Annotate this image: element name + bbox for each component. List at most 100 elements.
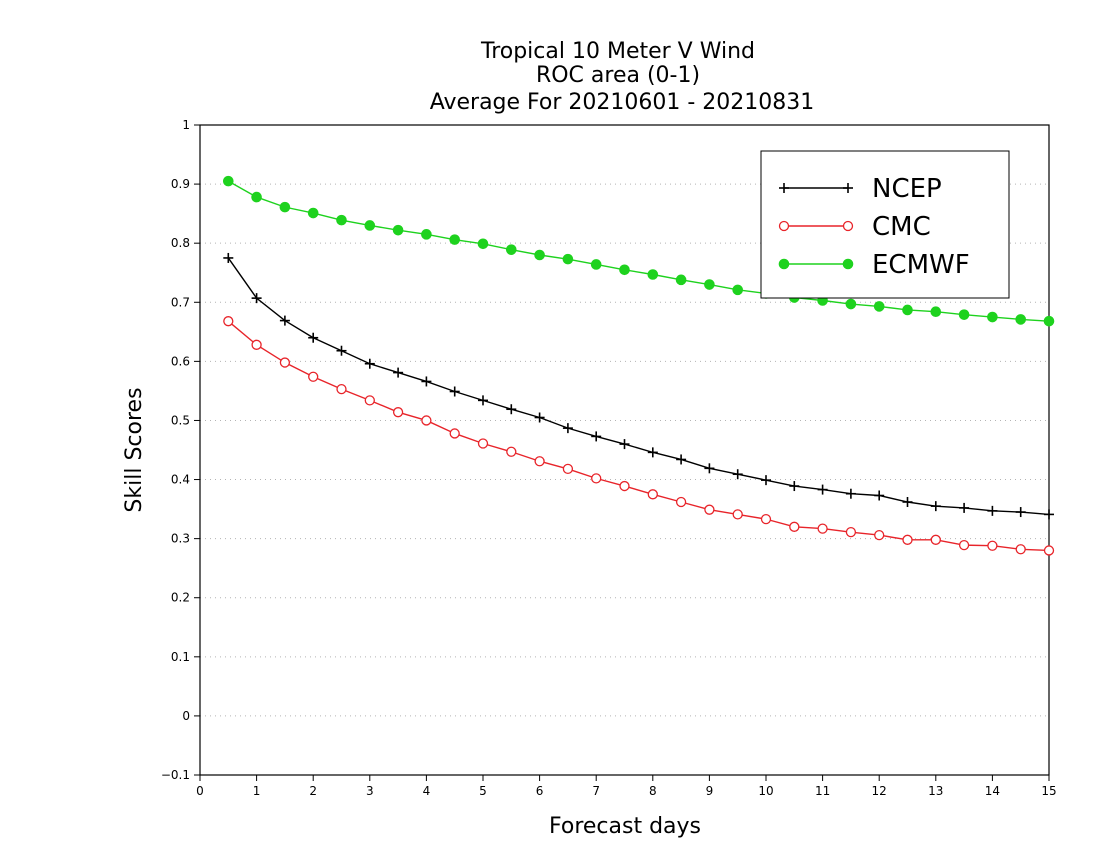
data-point-ncep bbox=[902, 497, 913, 507]
series-ncep bbox=[223, 252, 1054, 520]
y-tick-label: 1 bbox=[182, 118, 190, 132]
axes bbox=[194, 124, 1050, 781]
y-tick-label: −0.1 bbox=[161, 768, 190, 782]
data-point-ecmwf bbox=[421, 229, 432, 240]
data-point-ncep bbox=[676, 454, 687, 465]
legend-entry-ncep: NCEP bbox=[779, 174, 942, 204]
data-point-ncep bbox=[845, 488, 856, 499]
data-point-cmc bbox=[704, 504, 715, 515]
data-point-cmc bbox=[1043, 545, 1055, 556]
legend-marker-cmc bbox=[842, 220, 854, 232]
data-point-ncep bbox=[591, 431, 602, 442]
data-point-ecmwf bbox=[279, 201, 291, 213]
data-point-cmc bbox=[421, 415, 432, 426]
x-tick-labels: 0 1 2 3 4 5 6 7 8 9 10 11 12 13 14 15 bbox=[196, 784, 1056, 798]
x-tick-label: 4 bbox=[423, 784, 431, 798]
series-cmc bbox=[223, 316, 1055, 556]
data-point-ecmwf bbox=[675, 274, 687, 286]
data-point-ecmwf bbox=[987, 311, 998, 323]
data-point-ncep bbox=[223, 252, 234, 263]
data-point-ecmwf bbox=[336, 214, 347, 226]
data-point-cmc bbox=[392, 407, 404, 418]
x-tick-label: 6 bbox=[536, 784, 544, 798]
y-tick-label: 0.8 bbox=[171, 236, 190, 250]
data-point-ncep bbox=[534, 412, 545, 423]
data-point-ecmwf bbox=[845, 298, 857, 310]
data-point-cmc bbox=[477, 438, 489, 449]
y-tick-labels: −0.1 0 0.1 0.2 0.3 0.4 0.5 0.6 0.7 0.8 0.9 1 bbox=[161, 118, 190, 782]
y-tick-label: 0.7 bbox=[171, 295, 190, 309]
data-point-ecmwf bbox=[732, 284, 744, 296]
data-point-ncep bbox=[393, 367, 404, 378]
data-point-ncep bbox=[704, 463, 715, 474]
chart-title: Tropical 10 Meter V Wind ROC area (0-1) … bbox=[430, 39, 815, 115]
data-point-cmc bbox=[506, 446, 517, 457]
data-point-ncep bbox=[478, 395, 488, 406]
data-point-cmc bbox=[336, 383, 347, 395]
data-point-ncep bbox=[930, 501, 941, 512]
plot-frame bbox=[199, 124, 1050, 776]
data-point-ncep bbox=[959, 502, 970, 513]
data-point-ecmwf bbox=[590, 259, 602, 270]
data-point-ecmwf bbox=[449, 234, 461, 245]
x-tick-label: 13 bbox=[928, 784, 943, 798]
data-point-ncep bbox=[987, 505, 998, 516]
x-tick-label: 8 bbox=[649, 784, 657, 798]
data-point-ecmwf bbox=[619, 264, 630, 276]
data-point-ecmwf bbox=[1043, 315, 1055, 327]
data-point-ncep bbox=[449, 386, 460, 397]
data-point-ncep bbox=[1044, 509, 1054, 520]
x-tick-label: 7 bbox=[592, 784, 600, 798]
x-tick-label: 9 bbox=[706, 784, 714, 798]
x-tick-label: 11 bbox=[815, 784, 830, 798]
data-point-ncep bbox=[562, 423, 573, 434]
data-point-ecmwf bbox=[647, 269, 659, 280]
x-tick-label: 2 bbox=[309, 784, 317, 798]
data-point-cmc bbox=[732, 509, 743, 520]
y-axis-label: Skill Scores bbox=[122, 387, 147, 512]
legend-marker-ncep bbox=[779, 183, 789, 193]
data-point-ecmwf bbox=[251, 191, 262, 203]
x-tick-label: 15 bbox=[1041, 784, 1056, 798]
data-point-cmc bbox=[223, 316, 234, 327]
legend-box bbox=[760, 150, 1010, 299]
legend-marker-ecmwf bbox=[842, 258, 854, 270]
data-point-cmc bbox=[308, 371, 319, 382]
data-point-ncep bbox=[789, 481, 800, 492]
data-point-ecmwf bbox=[873, 301, 885, 312]
data-point-cmc bbox=[647, 489, 658, 500]
y-tick-label: 0.4 bbox=[171, 473, 190, 487]
x-tick-label: 10 bbox=[758, 784, 773, 798]
data-point-ncep bbox=[364, 358, 375, 369]
legend-marker-ncep bbox=[843, 183, 853, 193]
data-point-ncep bbox=[732, 469, 743, 480]
data-point-cmc bbox=[251, 339, 262, 350]
data-point-ecmwf bbox=[1015, 314, 1027, 325]
data-point-ecmwf bbox=[562, 253, 574, 265]
legend-entry-cmc: CMC bbox=[778, 212, 931, 242]
legend-marker-ecmwf bbox=[778, 258, 790, 270]
data-point-ncep bbox=[1015, 507, 1026, 518]
data-point-ncep bbox=[336, 345, 347, 356]
data-point-ecmwf bbox=[392, 224, 404, 236]
data-point-cmc bbox=[874, 529, 885, 541]
data-point-ncep bbox=[817, 484, 828, 495]
data-point-ecmwf bbox=[930, 306, 942, 318]
y-tick-label: 0.5 bbox=[171, 413, 190, 427]
data-point-ecmwf bbox=[477, 238, 489, 250]
data-point-ncep bbox=[251, 293, 262, 304]
data-point-ncep bbox=[761, 475, 771, 486]
data-point-cmc bbox=[279, 357, 291, 368]
data-series bbox=[223, 175, 1055, 556]
data-point-ecmwf bbox=[534, 249, 545, 261]
data-point-ecmwf bbox=[958, 309, 970, 320]
y-tick-label: 0.6 bbox=[171, 354, 190, 368]
legend-marker-cmc bbox=[778, 220, 790, 232]
data-point-ecmwf bbox=[307, 207, 319, 219]
x-tick-label: 12 bbox=[872, 784, 887, 798]
data-point-ncep bbox=[619, 439, 630, 450]
chart-title-line-1: Tropical 10 Meter V Wind bbox=[480, 39, 755, 64]
x-tick-label: 3 bbox=[366, 784, 374, 798]
data-point-cmc bbox=[591, 473, 602, 484]
